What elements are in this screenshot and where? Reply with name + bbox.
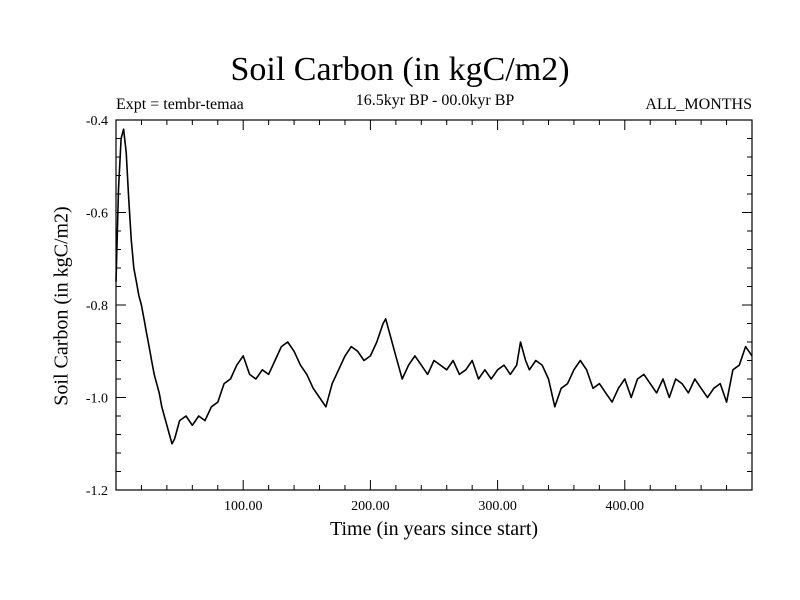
y-tick-label: -1.2 (86, 484, 108, 499)
tick-labels: 100.00 200.00 300.00 400.00 -0.4 -0.6 -0.8 -1.0… (86, 114, 644, 514)
y-tick-label: -0.4 (86, 114, 108, 129)
x-tick-label: 200.00 (351, 499, 390, 514)
chart-title: Soil Carbon (in kgC/m2) (230, 51, 570, 88)
y-tick-label: -0.8 (86, 299, 108, 314)
x-axis-label: Time (in years since start) (329, 518, 539, 540)
chart-subtitle: 16.5kyr BP - 00.0kyr BP (355, 92, 515, 109)
axis-ticks (116, 120, 752, 490)
series-group (115, 128, 753, 445)
series-line-0 (115, 128, 753, 445)
plot-frame (115, 119, 753, 491)
y-tick-label: -0.6 (86, 207, 108, 222)
x-tick-label: 100.00 (224, 499, 263, 514)
months-label: ALL_MONTHS (645, 96, 752, 113)
y-tick-label: -1.0 (86, 392, 108, 407)
x-tick-label: 400.00 (606, 499, 645, 514)
experiment-label: Expt = tembr-temaa (116, 96, 244, 113)
x-tick-label: 300.00 (478, 499, 517, 514)
